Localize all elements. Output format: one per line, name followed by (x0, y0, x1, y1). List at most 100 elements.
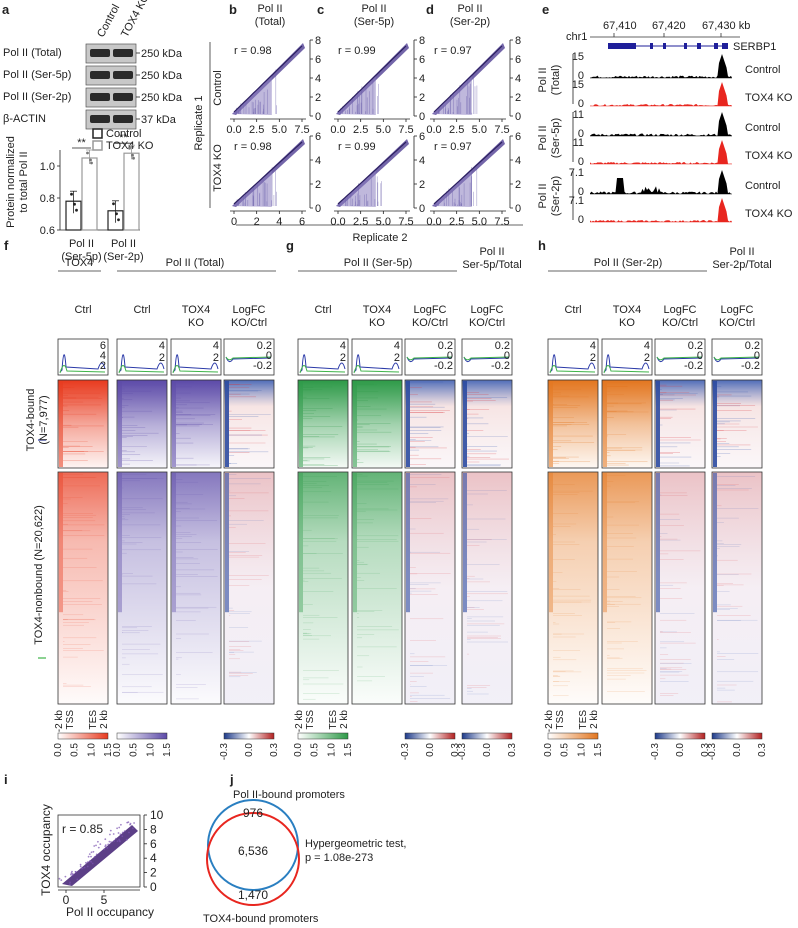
heatmap-tss-band (656, 473, 660, 613)
heatmap-nonbound (711, 471, 763, 705)
colorbar-label: 0.5 (129, 743, 140, 757)
scatter-xtick-label: 4 (276, 216, 282, 228)
heatmap-panels: f g h TOX4 Pol II (Total) Pol II (Ser-5p… (4, 238, 772, 760)
scatter-i-point (119, 833, 122, 836)
track-group-label-2: (Ser-2p) (550, 176, 562, 216)
scatter-ytick-label: 4 (419, 155, 425, 167)
scatter-ytick-label: 4 (315, 73, 321, 85)
scatter-ytick-label: 2 (515, 179, 521, 191)
heatmap-tss-band (603, 381, 607, 467)
heat-axis-start: -2 kb (54, 710, 65, 733)
col-title-1: Ctrl (564, 304, 581, 316)
scatter-i-point (99, 843, 102, 845)
scatter-i-point (118, 826, 121, 829)
heatmap-nonbound (547, 471, 599, 705)
scatter-xtick-label: 7.5 (294, 124, 309, 136)
bar-dot (117, 218, 120, 222)
panel-label-a: a (2, 2, 10, 17)
scatter-i-point (83, 866, 86, 869)
colorbar-label: 0.3 (700, 743, 711, 757)
track-group-label-2: (Ser-5p) (550, 118, 562, 158)
profile-tick: 2 (394, 352, 400, 364)
heatmap-bound (116, 379, 168, 469)
heatmap-tss-band (225, 473, 229, 613)
scatter-i-point (127, 821, 130, 823)
col-title-1: LogFC (470, 304, 503, 316)
heatmap-nonbound (57, 471, 109, 705)
profile-tick: 4 (590, 340, 596, 352)
track-label: Control (745, 64, 780, 76)
blot-band-control (90, 93, 110, 101)
track-max: 11 (573, 137, 584, 149)
heatmap-tss-band (353, 381, 357, 467)
scatter-i-point (113, 840, 115, 842)
bar-dot (90, 161, 93, 165)
colorbar-label: 1.5 (162, 743, 173, 757)
scatter-i-point (79, 865, 82, 868)
row-label-bound-n: (N=7,977) (38, 395, 50, 444)
scatter-i-xtick-label: 0 (63, 893, 70, 907)
gene-label: SERBP1 (733, 41, 776, 53)
venn-test-2: p = 1.08e-273 (305, 852, 373, 864)
bar-ylabel-1: Protein normalized (5, 136, 17, 228)
scatter-title-2: (Ser-2p) (450, 16, 490, 28)
col-title-2: KO/Ctrl (469, 317, 505, 329)
profile-tick: 0.2 (688, 340, 703, 352)
scatter-r: r = 0.98 (234, 141, 272, 153)
scatter-i-point (132, 827, 134, 830)
legend-ko: TOX4 KO (106, 140, 154, 152)
col-title-2: KO (369, 317, 385, 329)
track-max: 7.1 (569, 195, 584, 207)
blot-band-control (90, 115, 110, 123)
scatter-xtick-label: 7.5 (398, 124, 413, 136)
colorbar-label: 1.0 (86, 743, 97, 757)
profile-line-nonbound (299, 365, 346, 374)
profile-tick: 0 (504, 350, 510, 362)
colorbar-label: 1.5 (343, 743, 354, 757)
scatter-xtick-label: 0.0 (426, 124, 441, 136)
heatmap-bound (601, 379, 653, 469)
heatmap-tss-band (713, 473, 717, 613)
scatter-xtick-label: 7.5 (494, 124, 509, 136)
panel-label-c: c (317, 2, 324, 17)
blot-size: 37 kDa (141, 114, 177, 126)
scatter-ytick-label: 4 (515, 73, 521, 85)
heatmap-tss-band (406, 473, 410, 613)
scatter-i-point (115, 837, 117, 840)
panel-label-h: h (538, 238, 546, 253)
col-title-2: KO (188, 317, 204, 329)
scatter-i-point (80, 867, 83, 870)
col-title-2: KO/Ctrl (231, 317, 267, 329)
heatmap-tss-band (353, 473, 357, 613)
scatter-title-1: Pol II (257, 3, 282, 15)
profile-line-nonbound (59, 365, 106, 374)
panel-label-i: i (4, 772, 8, 787)
heatmap-tss-band (463, 473, 467, 613)
scatter-i-point (121, 831, 124, 834)
bar-dot (73, 202, 76, 206)
bar-xlabel-2: (Ser-5p) (61, 251, 101, 263)
group-header-pol-total: Pol II (Total) (166, 257, 225, 269)
heatmap-tss-band (299, 473, 303, 613)
scatter-r: r = 0.97 (434, 45, 472, 57)
scatter-xtick-label: 5.0 (472, 216, 487, 228)
col-title-1: Ctrl (133, 304, 150, 316)
blot-band-control (90, 71, 110, 79)
ratio-title-g1: Pol II (479, 246, 504, 258)
scatter-i-point (88, 860, 91, 863)
colorbar-label: -0.3 (400, 743, 411, 761)
heatmap-tss-band (656, 381, 660, 467)
profile-tick: 0 (266, 350, 272, 362)
heat-axis-end: 2 kb (339, 710, 350, 729)
scatter-i-point (126, 838, 128, 841)
colorbar (547, 732, 599, 740)
sig-stars: ** (119, 132, 128, 144)
scatter-i-point (71, 870, 73, 873)
heatmap-tss-band (59, 381, 63, 467)
blot-band-ko (113, 115, 133, 123)
scatter-ridge (233, 45, 303, 113)
panel-label-j: j (229, 772, 234, 787)
